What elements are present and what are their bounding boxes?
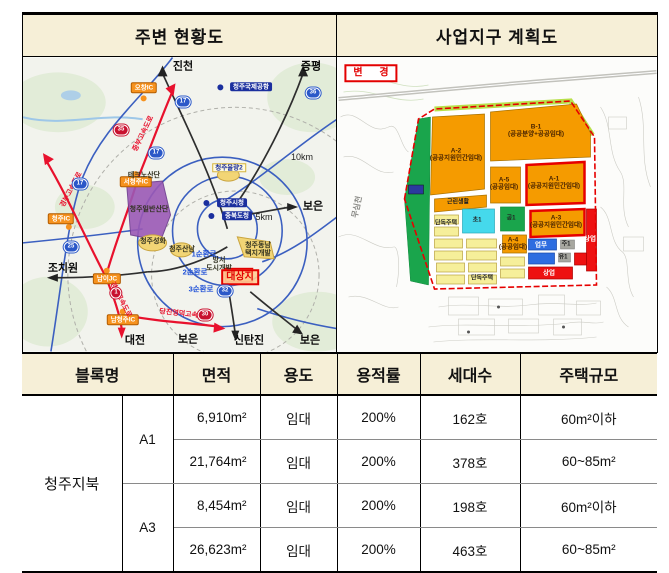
block-cell-a3: A3: [122, 483, 174, 573]
use-cell: 임대: [259, 439, 338, 484]
report-sheet: 주변 현황도 사업지구 계획도: [22, 12, 658, 573]
area-cell: 8,454m²: [172, 483, 261, 528]
header-far: 용적률: [336, 353, 421, 396]
households-cell: 378호: [419, 439, 521, 484]
far-cell: 200%: [336, 394, 421, 440]
table-row: A3 8,454m² 임대 200% 198호 60m²이하: [22, 483, 658, 573]
size-cell: 60~85m²: [519, 439, 658, 484]
households-cell: 198호: [419, 483, 521, 528]
vicinity-map-drawing: [23, 57, 336, 352]
map-panel-table: 주변 현황도 사업지구 계획도: [22, 12, 658, 353]
data-table-header-row: 블록명 면적 용도 용적률 세대수 주택규모: [22, 353, 658, 396]
use-cell: 임대: [259, 483, 338, 528]
vicinity-map: 진천 증평 조치원 보은 대전 보은 신탄진 보은 청주국제공항 청주시청 충북도청 오창IC 서청주I…: [23, 57, 336, 352]
use-cell: 임대: [259, 394, 338, 440]
right-map-cell: 변 경 A-2 (공공지원민간임대) B-1 (공공분양+공공임대) A-5 (공공임…: [336, 56, 658, 353]
households-cell: 463호: [419, 527, 521, 573]
header-households: 세대수: [419, 353, 521, 396]
far-cell: 200%: [336, 483, 421, 528]
table-row: 청주지북 A1 6,910m² 임대 200% 162호 60m²이하: [22, 394, 658, 573]
header-housing-size: 주택규모: [519, 353, 658, 396]
size-cell: 60m²이하: [519, 483, 658, 528]
header-block-name: 블록명: [22, 353, 174, 396]
block-cell-a1: A1: [121, 394, 174, 484]
area-cell: 26,623m²: [173, 527, 261, 573]
district-plan-drawing: [338, 57, 657, 352]
left-map-cell: 진천 증평 조치원 보은 대전 보은 신탄진 보은 청주국제공항 청주시청 충북도청 오창IC 서청주I…: [22, 56, 337, 353]
area-cell: 6,910m²: [172, 394, 261, 440]
size-cell: 60m²이하: [519, 394, 658, 440]
households-cell: 162호: [419, 394, 521, 440]
far-cell: 200%: [336, 439, 421, 484]
header-use: 용도: [259, 353, 338, 396]
district-plan-map: 변 경 A-2 (공공지원민간임대) B-1 (공공분양+공공임대) A-5 (공공임…: [337, 57, 657, 352]
far-cell: 200%: [336, 527, 421, 573]
area-cell: 21,764m²: [173, 439, 261, 484]
size-cell: 60~85m²: [519, 527, 658, 573]
use-cell: 임대: [259, 527, 338, 573]
left-panel-title: 주변 현황도: [22, 12, 337, 57]
header-area: 면적: [172, 353, 261, 396]
table-row: 21,764m² 임대 200% 378호 60~85m²: [22, 439, 658, 484]
right-panel-title: 사업지구 계획도: [336, 12, 658, 57]
block-data-table: 블록명 면적 용도 용적률 세대수 주택규모 청주지북 A1 6,910m² 임…: [22, 353, 658, 573]
group-cell: 청주지북: [22, 394, 123, 573]
